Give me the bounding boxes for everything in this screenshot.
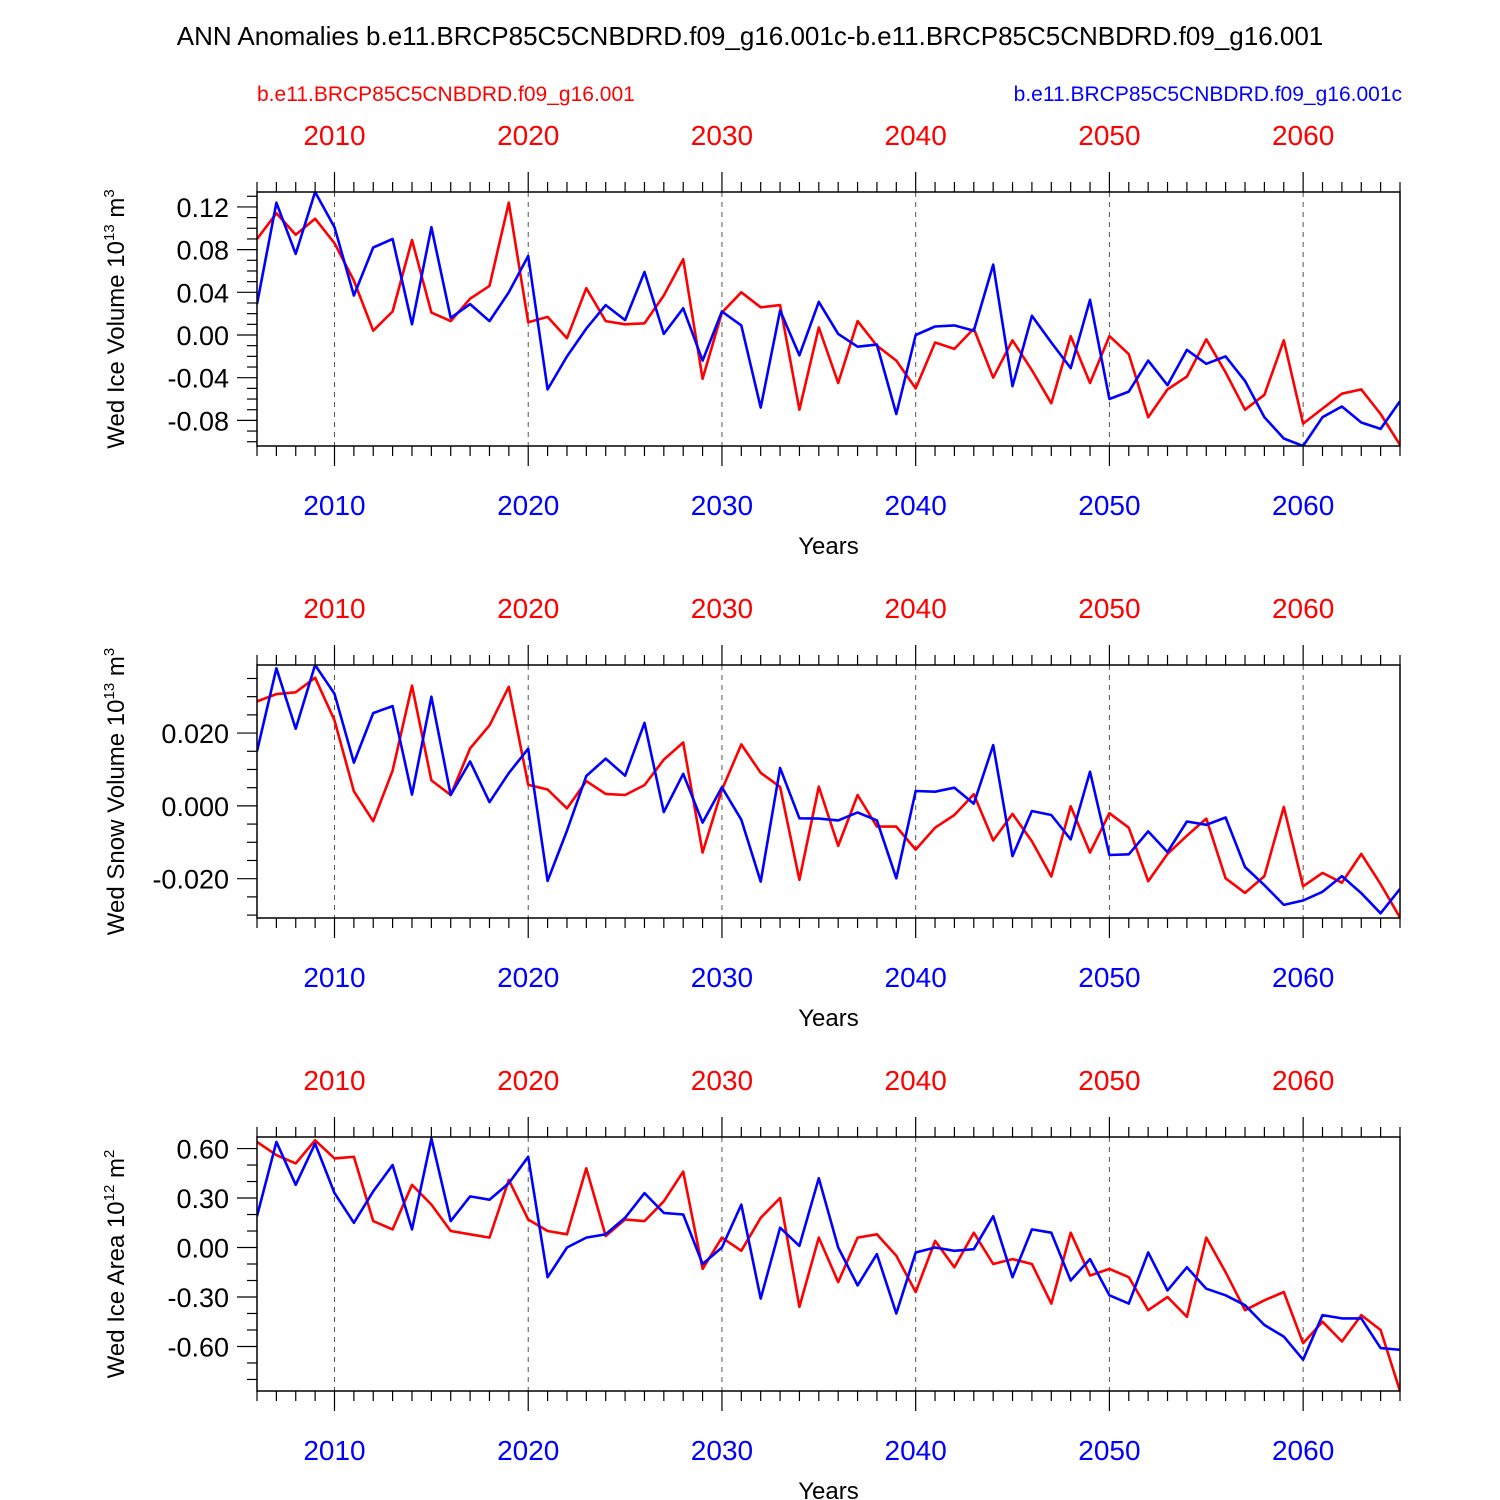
snow-volume-panel: -0.020 0.000 0.020 2010 2010 2020 2020 2030 2030… bbox=[101, 593, 1401, 1032]
ice-area-top-year-label: 2050 bbox=[1078, 1065, 1140, 1096]
ice-area-bottom-year-label: 2020 bbox=[497, 1435, 559, 1466]
ice-volume-top-year-label: 2020 bbox=[497, 120, 559, 151]
ice-volume-bottom-year-label: 2040 bbox=[885, 490, 947, 521]
ice-volume-red-series-line bbox=[257, 201, 1400, 446]
ice-area-blue-series-line bbox=[257, 1137, 1400, 1361]
ice-volume-bottom-year-label: 2010 bbox=[303, 490, 365, 521]
ice-volume-y-tick-label: 0.04 bbox=[176, 278, 229, 308]
ice-volume-bottom-year-label: 2050 bbox=[1078, 490, 1140, 521]
ice-area-y-tick-label: 0.30 bbox=[176, 1184, 229, 1214]
legend-blue-label: b.e11.BRCP85C5CNBDRD.f09_g16.001c bbox=[1014, 83, 1402, 106]
ice-volume-y-tick-label: -0.08 bbox=[167, 406, 229, 436]
ice-volume-y-axis-title: Wed Ice Volume 1013 m3 bbox=[101, 189, 130, 448]
ice-area-y-axis-title: Wed Ice Area 1012 m2 bbox=[101, 1150, 130, 1379]
ice-volume-bottom-year-label: 2060 bbox=[1272, 490, 1334, 521]
ice-volume-x-axis-title: Years bbox=[798, 533, 859, 560]
snow-volume-y-axis-title: Wed Snow Volume 1013 m3 bbox=[101, 648, 130, 935]
ice-area-top-year-label: 2060 bbox=[1272, 1065, 1334, 1096]
ice-area-y-tick-label: -0.30 bbox=[167, 1283, 229, 1313]
ice-area-bottom-year-label: 2010 bbox=[303, 1435, 365, 1466]
ice-volume-y-tick-label: 0.12 bbox=[176, 193, 229, 223]
snow-volume-plot-frame bbox=[256, 664, 1401, 919]
ice-volume-plot-frame bbox=[256, 191, 1401, 447]
snow-volume-bottom-year-label: 2030 bbox=[691, 962, 753, 993]
snow-volume-y-tick-label: -0.020 bbox=[152, 865, 229, 895]
legend-red-label: b.e11.BRCP85C5CNBDRD.f09_g16.001 bbox=[257, 83, 635, 106]
snow-volume-bottom-year-label: 2010 bbox=[303, 962, 365, 993]
ice-volume-y-tick-label: -0.04 bbox=[167, 364, 229, 394]
ice-area-top-year-label: 2040 bbox=[885, 1065, 947, 1096]
ice-area-x-axis-title: Years bbox=[798, 1478, 859, 1500]
ice-volume-top-year-label: 2060 bbox=[1272, 120, 1334, 151]
snow-volume-y-tick-label: 0.000 bbox=[161, 792, 229, 822]
snow-volume-bottom-year-label: 2040 bbox=[885, 962, 947, 993]
ice-area-panel: -0.60 -0.30 0.00 0.30 0.60 2010 2010 2020 2020 20… bbox=[101, 1065, 1401, 1500]
ice-volume-panel: -0.08 -0.04 0.00 0.04 0.08 0.12 2010 2010 2020 20… bbox=[101, 120, 1401, 560]
snow-volume-red-series-line bbox=[257, 676, 1400, 918]
snow-volume-bottom-year-label: 2020 bbox=[497, 962, 559, 993]
snow-volume-y-tick-label: 0.020 bbox=[161, 719, 229, 749]
ice-volume-top-year-label: 2050 bbox=[1078, 120, 1140, 151]
ice-volume-blue-series-line bbox=[257, 192, 1400, 446]
snow-volume-top-year-label: 2050 bbox=[1078, 593, 1140, 624]
ice-area-y-tick-label: -0.60 bbox=[167, 1332, 229, 1362]
ice-volume-bottom-year-label: 2030 bbox=[691, 490, 753, 521]
ice-volume-top-year-label: 2010 bbox=[303, 120, 365, 151]
ice-volume-top-year-label: 2040 bbox=[885, 120, 947, 151]
snow-volume-top-year-label: 2060 bbox=[1272, 593, 1334, 624]
ice-area-top-year-label: 2030 bbox=[691, 1065, 753, 1096]
ice-area-bottom-year-label: 2050 bbox=[1078, 1435, 1140, 1466]
snow-volume-x-axis-title: Years bbox=[798, 1005, 859, 1032]
ice-area-top-year-label: 2010 bbox=[303, 1065, 365, 1096]
snow-volume-blue-series-line bbox=[257, 665, 1400, 915]
ice-volume-y-tick-label: 0.08 bbox=[176, 236, 229, 266]
snow-volume-bottom-year-label: 2050 bbox=[1078, 962, 1140, 993]
ice-area-bottom-year-label: 2030 bbox=[691, 1435, 753, 1466]
snow-volume-top-year-label: 2020 bbox=[497, 593, 559, 624]
ice-volume-bottom-year-label: 2020 bbox=[497, 490, 559, 521]
ice-area-plot-frame bbox=[256, 1136, 1401, 1392]
ice-area-bottom-year-label: 2040 bbox=[885, 1435, 947, 1466]
ice-area-y-tick-label: 0.60 bbox=[176, 1135, 229, 1165]
ice-volume-top-year-label: 2030 bbox=[691, 120, 753, 151]
ice-area-bottom-year-label: 2060 bbox=[1272, 1435, 1334, 1466]
snow-volume-top-year-label: 2040 bbox=[885, 593, 947, 624]
ice-area-y-tick-label: 0.00 bbox=[176, 1234, 229, 1264]
ice-area-top-year-label: 2020 bbox=[497, 1065, 559, 1096]
ice-area-red-series-line bbox=[257, 1139, 1400, 1391]
snow-volume-top-year-label: 2010 bbox=[303, 593, 365, 624]
snow-volume-bottom-year-label: 2060 bbox=[1272, 962, 1334, 993]
ice-volume-y-tick-label: 0.00 bbox=[176, 321, 229, 351]
chart-title: ANN Anomalies b.e11.BRCP85C5CNBDRD.f09_g… bbox=[177, 21, 1324, 51]
snow-volume-top-year-label: 2030 bbox=[691, 593, 753, 624]
